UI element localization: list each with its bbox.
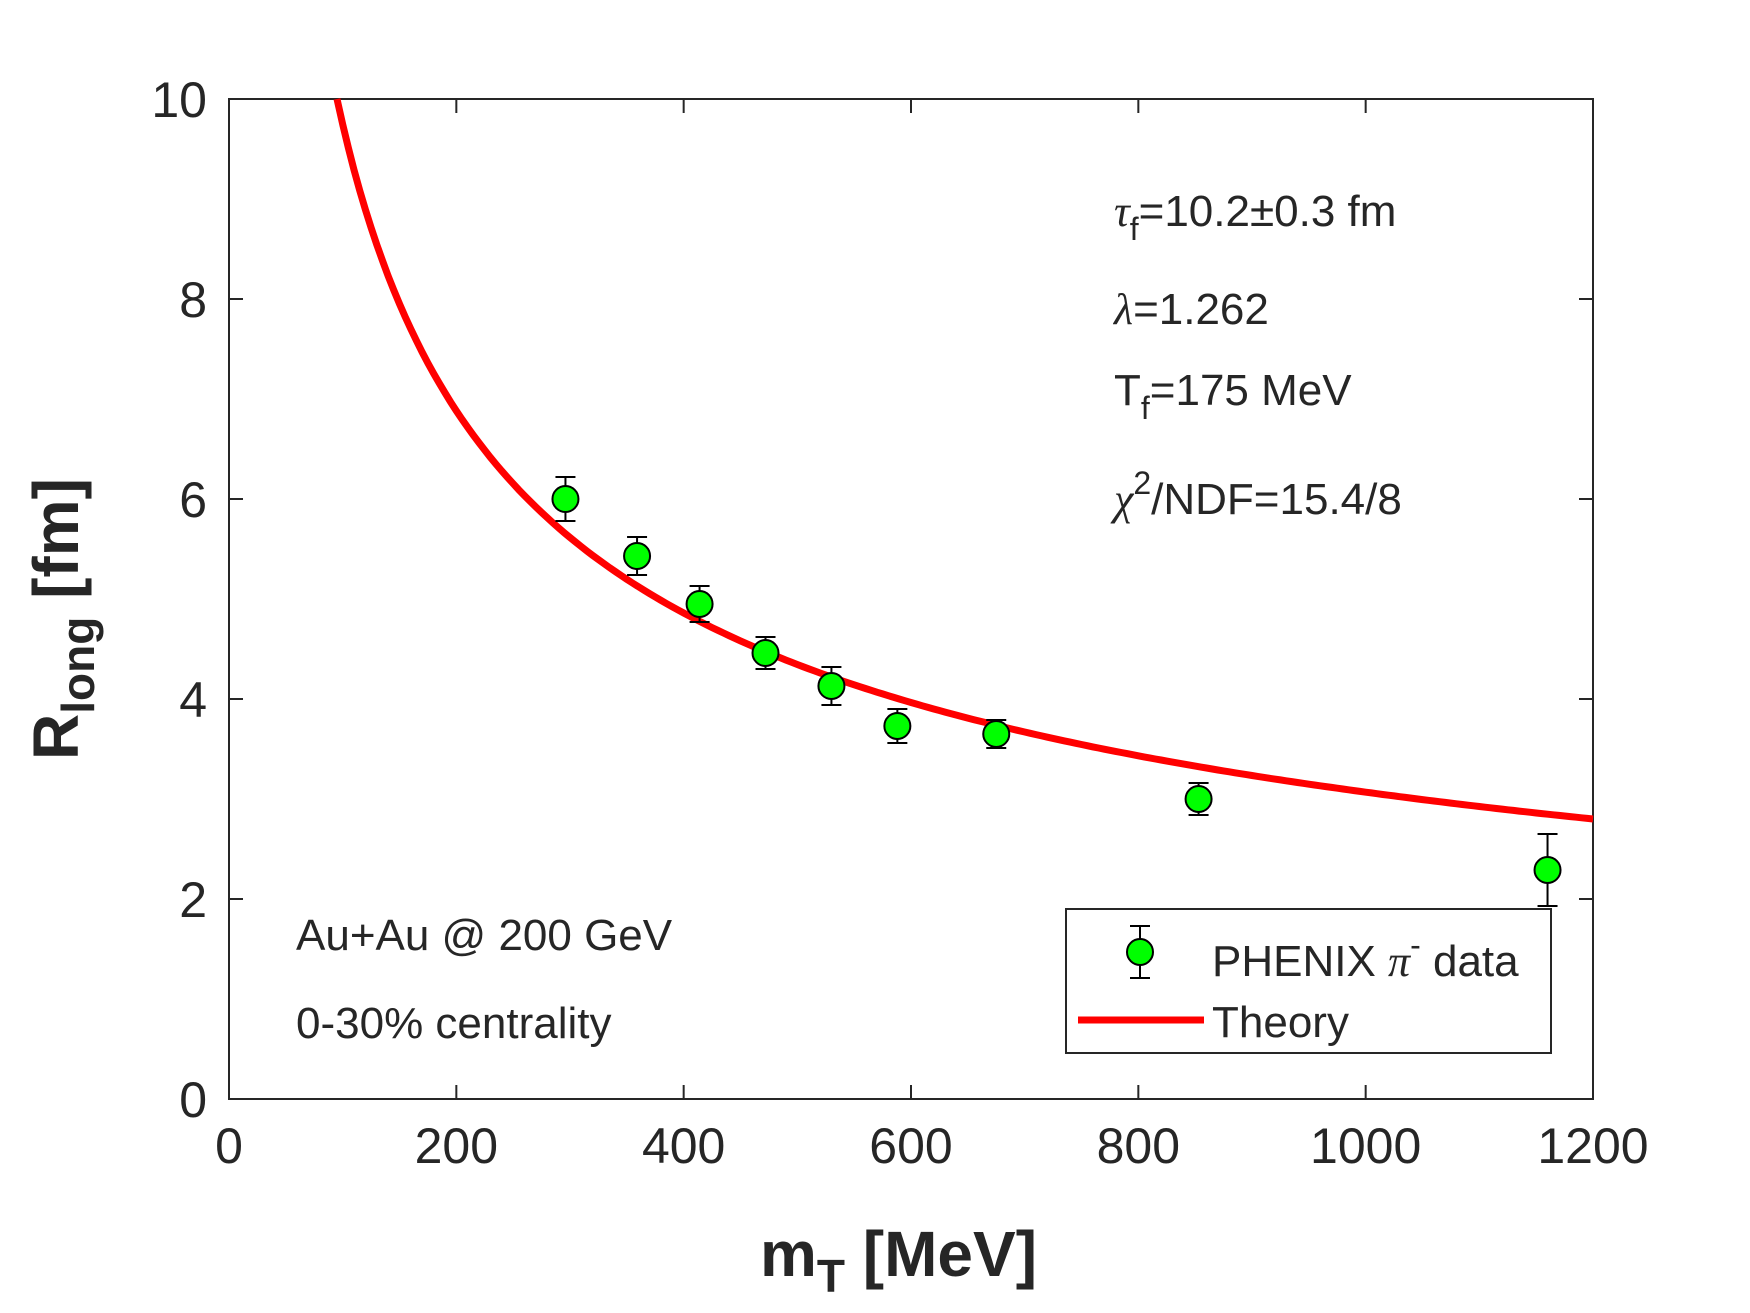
x-tick-label: 200 bbox=[415, 1118, 498, 1174]
data-point bbox=[1533, 856, 1562, 884]
y-tick-label: 4 bbox=[179, 672, 207, 728]
annotation-tf: Tf=175 MeV bbox=[1114, 366, 1352, 426]
data-point bbox=[551, 485, 580, 513]
annotation-lambda: λ=1.262 bbox=[1112, 285, 1269, 334]
theory-curve bbox=[333, 98, 1594, 823]
annotation-tau: τf=10.2±0.3 fm bbox=[1114, 187, 1396, 247]
x-axis-title: mT [MeV] bbox=[760, 1218, 1037, 1302]
annotation-chi2: χ2/NDF=15.4/8 bbox=[1110, 465, 1402, 524]
data-point bbox=[685, 590, 714, 618]
y-tick-label: 2 bbox=[179, 872, 207, 928]
x-tick-label: 0 bbox=[215, 1118, 243, 1174]
legend-label-data: PHENIX π- data bbox=[1212, 927, 1519, 986]
y-tick-label: 0 bbox=[179, 1072, 207, 1128]
annotation-system: Au+Au @ 200 GeV bbox=[296, 911, 673, 960]
data-point bbox=[1184, 785, 1213, 813]
data-points-group bbox=[551, 476, 1562, 907]
data-point bbox=[817, 672, 846, 700]
data-point bbox=[751, 639, 780, 667]
y-tick-label: 6 bbox=[179, 472, 207, 528]
data-point bbox=[623, 542, 652, 570]
legend: PHENIX π- data Theory bbox=[1065, 908, 1552, 1054]
y-axis-title: Rlong [fm] bbox=[20, 478, 104, 760]
x-tick-label: 400 bbox=[642, 1118, 725, 1174]
legend-marker bbox=[1126, 938, 1154, 966]
y-tick-label: 8 bbox=[179, 272, 207, 328]
x-tick-label: 600 bbox=[869, 1118, 952, 1174]
y-tick-label: 10 bbox=[151, 72, 207, 128]
annotation-centrality: 0-30% centrality bbox=[296, 999, 611, 1048]
x-tick-label: 1200 bbox=[1537, 1118, 1648, 1174]
theory-curve-group bbox=[333, 98, 1594, 823]
legend-label-theory: Theory bbox=[1212, 998, 1349, 1047]
data-point bbox=[883, 712, 912, 740]
legend-box bbox=[1065, 908, 1552, 1054]
data-point bbox=[982, 720, 1011, 748]
axis-ticks: 0 200 400 600 800 1000 1200 0 2 4 6 8 10 bbox=[151, 72, 1648, 1174]
x-tick-label: 1000 bbox=[1310, 1118, 1421, 1174]
x-tick-label: 800 bbox=[1097, 1118, 1180, 1174]
